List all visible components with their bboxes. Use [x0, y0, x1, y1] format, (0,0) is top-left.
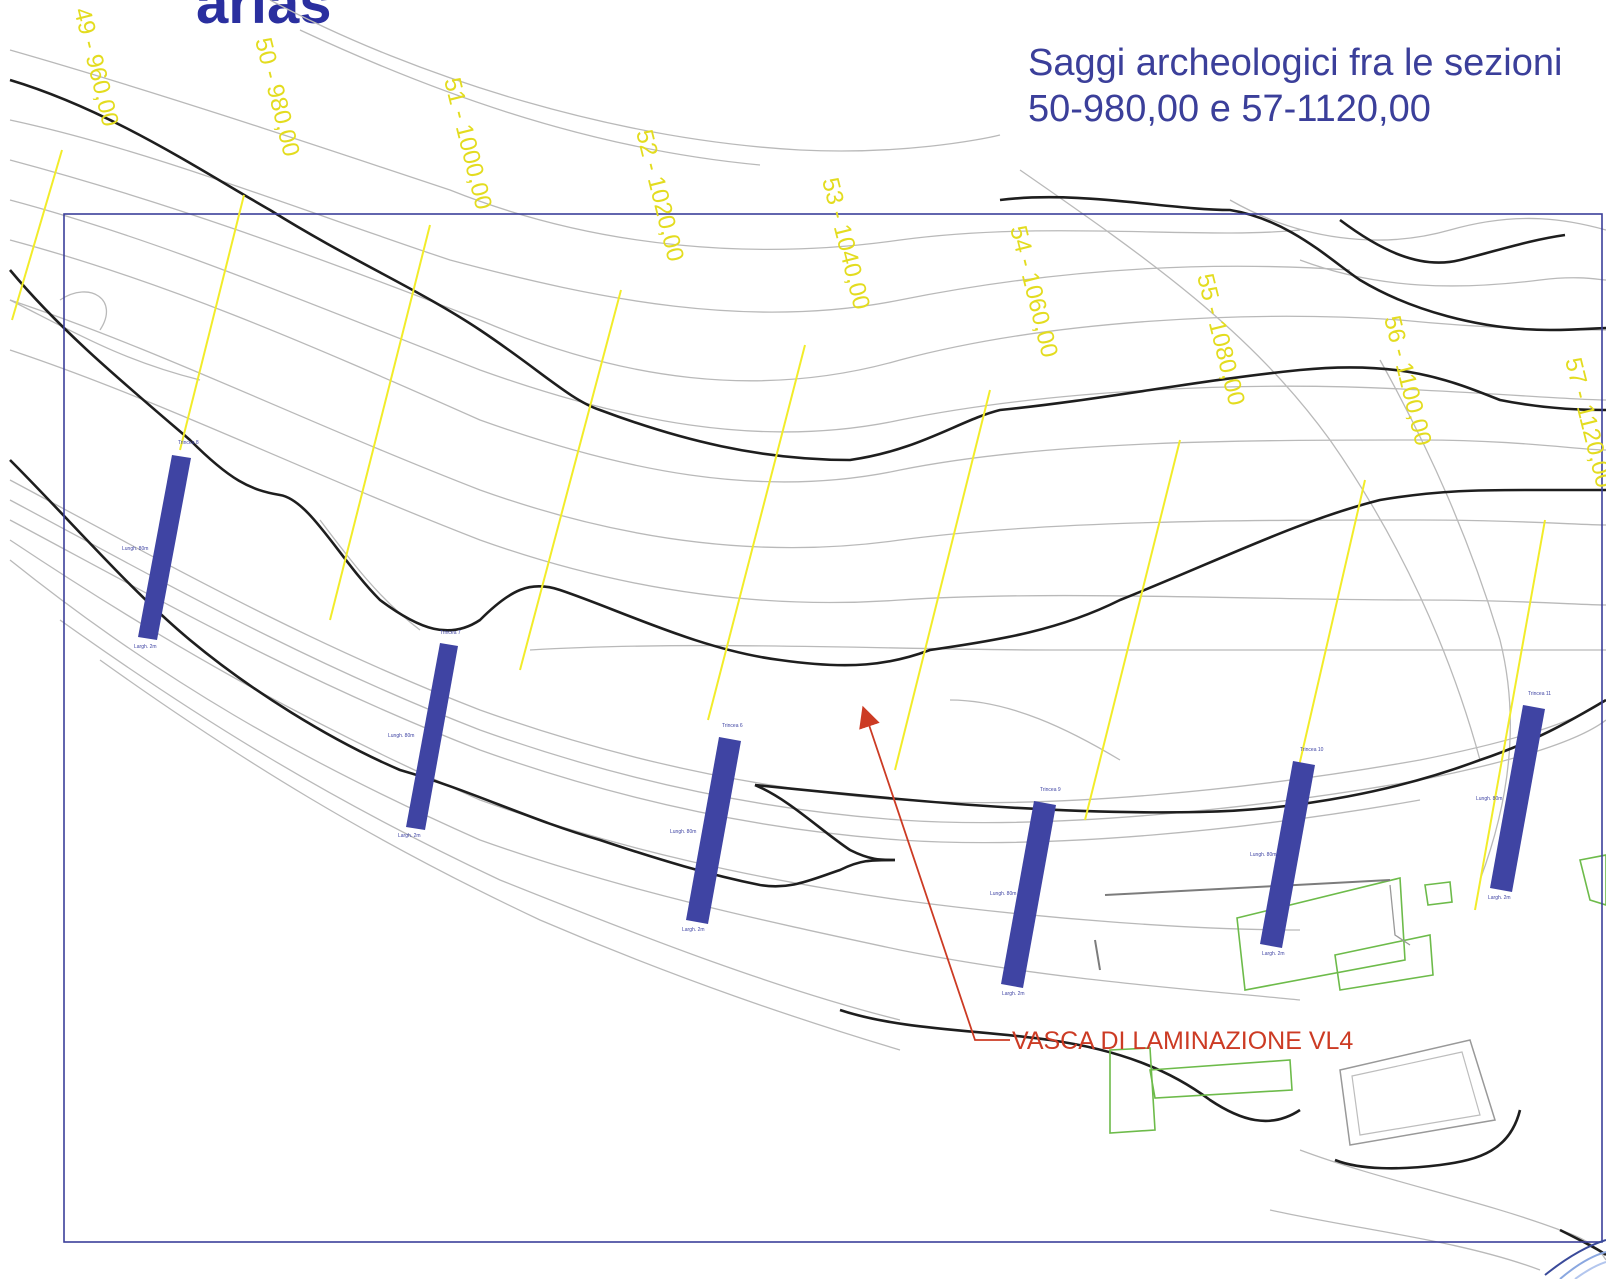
section-label-50: 50 - 980,00 [249, 35, 305, 159]
trenches [138, 455, 1545, 988]
corner-fragment [1544, 1239, 1606, 1279]
trench-length-6: Lungh. 80m [670, 829, 696, 835]
trench-label-7: Trincea 7 [440, 630, 461, 636]
trench-label-6: Trincea 6 [722, 723, 743, 729]
map-title: Saggi archeologici fra le sezioni 50-980… [1028, 40, 1562, 132]
trench-bar-7 [406, 643, 458, 830]
trench-label-10: Trincea 10 [1300, 747, 1324, 753]
section-lines [11, 149, 1546, 911]
trench-length-8: Lungh. 80m [122, 546, 148, 552]
trench-label-11: Trincea 11 [1528, 691, 1551, 697]
section-label-54: 54 - 1060,00 [1004, 223, 1063, 360]
map-frame [63, 213, 1603, 1243]
trench-length-7: Lungh. 80m [388, 733, 414, 739]
trench-width-10: Largh. 2m [1262, 951, 1285, 957]
trench-width-9: Largh. 2m [1002, 991, 1025, 997]
contour-lines [9, 0, 1606, 1271]
map-title-line1: Saggi archeologici fra le sezioni [1028, 42, 1563, 84]
trench-bar-10 [1260, 761, 1315, 948]
trench-width-11: Largh. 2m [1488, 895, 1511, 901]
callout-label: VASCA DI LAMINAZIONE VL4 [1012, 1027, 1353, 1055]
trench-length-9: Lungh. 80m [990, 891, 1016, 897]
trench-label-9: Trincea 9 [1040, 787, 1061, 793]
heading-fragment: arias [196, 0, 332, 36]
map-title-line2: 50-980,00 e 57-1120,00 [1028, 88, 1431, 130]
major-contours [9, 78, 1606, 1257]
trench-bar-8 [138, 455, 191, 640]
trench-width-8: Largh. 2m [134, 644, 157, 650]
section-label-52: 52 - 1020,00 [630, 127, 689, 264]
trench-bar-11 [1490, 705, 1545, 892]
section-label-49: 49 - 960,00 [68, 5, 124, 129]
trench-bar-9 [1001, 801, 1056, 988]
trench-bar-6 [686, 737, 741, 924]
trench-width-6: Largh. 2m [682, 927, 705, 933]
trench-label-8: Trincea 8 [178, 440, 199, 446]
section-label-51: 51 - 1000,00 [438, 75, 497, 212]
trench-length-11: Lungh. 80m [1476, 796, 1502, 802]
trench-length-10: Lungh. 80m [1250, 852, 1276, 858]
callout-vl4: VASCA DI LAMINAZIONE VL4 [859, 705, 1353, 1055]
section-label-56: 56 - 1100,00 [1378, 313, 1436, 449]
trench-width-7: Largh. 2m [398, 833, 421, 839]
section-label-57: 57 - 1120,00 [1559, 355, 1606, 491]
building-outlines [1094, 854, 1606, 1146]
trench-labels: Trincea 8 Lungh. 80m Largh. 2m Trincea 7… [122, 440, 1551, 997]
